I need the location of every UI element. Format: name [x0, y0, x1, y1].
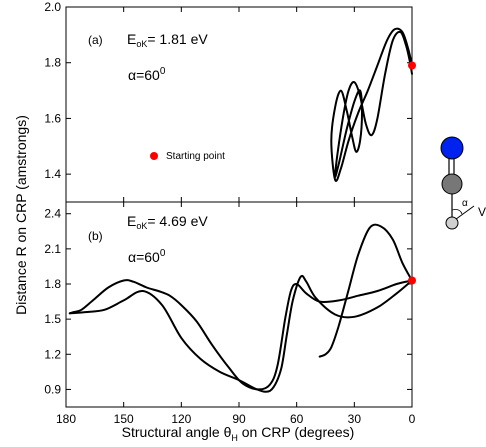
panel-b-energy-value: = 4.69 eV [147, 213, 208, 229]
x-tick-label: 0 [409, 412, 416, 426]
panel-a-x-ticks [65, 7, 413, 202]
panel-a-y-tick-label: 1.6 [44, 111, 61, 125]
x-tick-label: 150 [114, 412, 134, 426]
x-axis-label-main: Structural angle θ [122, 424, 232, 440]
panel-b-alpha-sup: 0 [160, 248, 166, 259]
panel-a-y-ticks: 1.4 1.6 1.8 2.0 [44, 0, 412, 181]
molecule-v-label: V [478, 205, 486, 219]
panel-b-x-ticks: 180 150 120 90 60 30 0 [56, 202, 416, 426]
panel-b-curves [68, 223, 413, 393]
panel-a-start-point [408, 61, 416, 70]
atom-middle [441, 173, 463, 195]
panel-b-start-point [408, 276, 416, 285]
x-tick-label: 30 [348, 412, 362, 426]
x-tick-label: 180 [56, 412, 76, 426]
panel-b-trajectory-1 [318, 223, 413, 358]
panel-b-y-tick-label: 2.4 [44, 207, 61, 221]
panel-a-y-tick-label: 2.0 [44, 0, 61, 14]
panel-a-frame [65, 6, 413, 203]
panel-a-y-tick-label: 1.4 [44, 167, 61, 181]
panel-b-y-tick-label: 0.9 [44, 382, 61, 396]
panel-b-energy: EoK= 4.69 eV [127, 213, 208, 231]
atom-bottom [445, 216, 459, 230]
panel-a-energy-value: = 1.81 eV [147, 31, 208, 47]
panel-b-trajectory-3 [68, 274, 413, 393]
panel-b-y-tick-label: 2.1 [44, 242, 61, 256]
panel-b-energy-sub: oK [136, 221, 147, 231]
x-axis-label: Structural angle θH on CRP (degrees) [122, 424, 355, 443]
panel-b-y-tick-label: 1.2 [44, 347, 61, 361]
atom-top [440, 136, 464, 160]
panel-a-label: (a) [88, 33, 103, 47]
molecule-alpha-label: α [462, 198, 468, 209]
legend-label: Starting point [166, 151, 225, 162]
panel-a-energy-sub: oK [136, 39, 147, 49]
panel-a-y-tick-label: 1.8 [44, 56, 61, 70]
panel-b-y-tick-label: 1.5 [44, 312, 61, 326]
panel-a-alpha-sup: 0 [160, 66, 166, 77]
panel-b-y-tick-label: 1.8 [44, 277, 61, 291]
y-axis-label: Distance R on CRP (amstrongs) [13, 115, 29, 315]
panel-b-energy-symbol: E [127, 213, 136, 229]
panel-a-alpha: α=600 [128, 66, 166, 83]
x-tick-label: 120 [171, 412, 191, 426]
x-tick-label: 90 [232, 412, 246, 426]
panel-a-curves [330, 27, 413, 182]
panel-a-energy-symbol: E [127, 31, 136, 47]
molecule-diagram: α V [440, 136, 486, 230]
panel-a-alpha-value: α=60 [128, 67, 160, 83]
x-axis-label-tail: on CRP (degrees) [238, 424, 354, 440]
panel-a-energy: EoK= 1.81 eV [127, 31, 208, 49]
x-tick-label: 60 [290, 412, 304, 426]
panel-b-alpha: α=600 [128, 248, 166, 265]
panel-b-trajectory-2 [68, 279, 413, 391]
panel-a-trajectory-1 [330, 27, 413, 182]
panel-b-y-ticks: 0.9 1.2 1.5 1.8 2.1 2.4 [44, 207, 412, 396]
panel-b-label: (b) [88, 229, 103, 243]
panel-b-alpha-value: α=60 [128, 249, 160, 265]
x-axis-label-sub: H [231, 433, 238, 443]
molecule-angle-arc [451, 209, 463, 215]
panel-a: 1.4 1.6 1.8 2.0 (a) EoK= 1.81 eV α=600 Star… [44, 0, 416, 203]
legend-marker [150, 152, 158, 160]
panel-b: 0.91.21.51.82.12.4 180 150 120 90 60 30 0 (b) … [44, 201, 416, 426]
